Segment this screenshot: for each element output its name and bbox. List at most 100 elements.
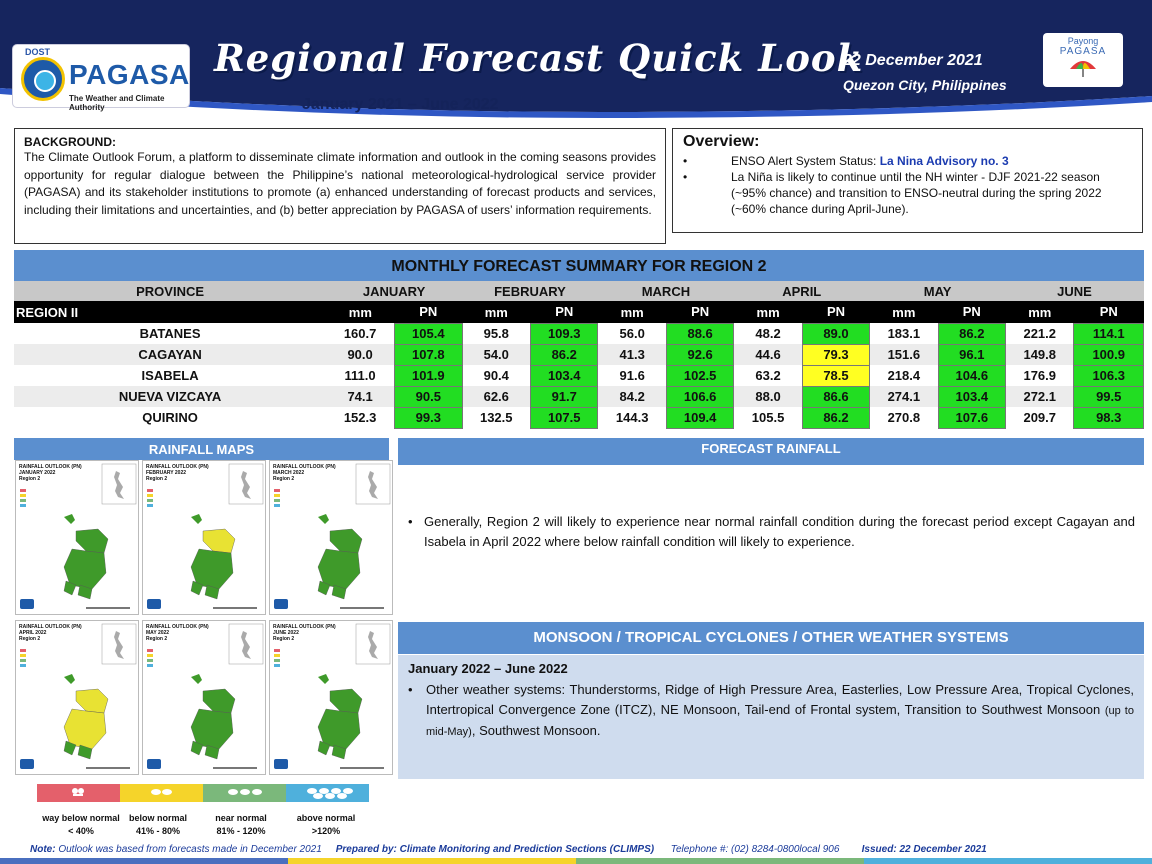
map-title-line: RAINFALL OUTLOOK (PN) [19,624,82,630]
mm-header: mm [597,301,667,323]
mm-cell: 144.3 [615,410,649,425]
forecast-rainfall-title: FORECAST RAINFALL [398,438,1144,465]
month-header: MARCH [597,281,734,301]
pn-cell: 79.3 [801,343,871,366]
issue-date: 22 December 2021 [843,52,983,69]
pn-cell: 106.3 [1073,364,1144,387]
rainfall-map-thumbnail[interactable]: RAINFALL OUTLOOK (PN) FEBRUARY 2022 Region… [142,460,266,615]
province-cell: NUEVA VIZCAYA [118,389,222,404]
map-region: Region 2 [273,636,295,642]
map-title-line: RAINFALL OUTLOOK (PN) [146,464,209,470]
weather-systems-text: • Other weather systems: Thunderstorms, R… [408,682,1134,738]
mm-cell: 62.6 [483,389,509,404]
pn-cell: 99.5 [1073,385,1144,408]
map-title-line: RAINFALL OUTLOOK (PN) [19,464,82,470]
weather-systems-box: January 2022 – June 2022 • Other weather … [398,655,1144,779]
mm-cell: 160.7 [343,326,377,341]
enso-advisory-link[interactable]: La Nina Advisory no. 3 [879,154,1009,168]
pn-cell: 88.6 [665,322,735,345]
table-row: BATANES 160.7 105.4 95.8 109.3 56.0 88.6 48.2 89… [14,322,1144,345]
rainfall-maps-title: RAINFALL MAPS [14,438,389,460]
pn-header: PN [666,301,734,323]
mm-cell: 48.2 [755,326,781,341]
footer-color-strip [0,858,1152,864]
payong-top-label: Payong [1067,36,1099,46]
rainfall-legend [37,784,369,802]
pn-cell: 91.7 [529,385,599,408]
table-row: QUIRINO 152.3 99.3 132.5 107.5 144.3 109.4 105.… [14,406,1144,429]
map-month: JANUARY 2022 [19,470,56,476]
background-title: BACKGROUND: [24,135,116,149]
mm-cell: 74.1 [347,389,373,404]
pn-header: PN [530,301,598,323]
pagasa-logo: DOST PAGASA The Weather and Climate Auth… [12,44,190,112]
map-region: Region 2 [19,636,41,642]
pn-cell: 109.3 [529,322,599,345]
mm-cell: 132.5 [479,410,513,425]
header-banner: DOST PAGASA The Weather and Climate Auth… [0,0,1152,122]
pn-cell: 86.2 [937,322,1007,345]
mm-cell: 176.9 [1023,368,1057,383]
mm-cell: 63.2 [755,368,781,383]
pn-cell: 100.9 [1073,343,1144,366]
forecast-rainfall-text: • Generally, Region 2 will likely to expe… [408,514,1135,549]
page-title: Regional Forecast Quick Look [214,36,864,80]
weather-systems-title: MONSOON / TROPICAL CYCLONES / OTHER WEAT… [398,622,1144,654]
province-cell: CAGAYAN [138,347,202,362]
legend-label-way-below: way below normal < 40% [42,813,120,836]
legend-swatch-below [120,784,203,802]
payong-pagasa-logo: Payong PAGASA [1043,33,1123,87]
rainfall-map-thumbnail[interactable]: RAINFALL OUTLOOK (PN) APRIL 2022 Region 2 [15,620,139,775]
mm-cell: 41.3 [619,347,645,362]
unit-header-row: REGION II mm PN mm PN mm PN mm PN mm PN mm PN [14,301,1144,323]
logo-name: PAGASA [69,59,190,90]
rainfall-map-thumbnail[interactable]: RAINFALL OUTLOOK (PN) MAY 2022 Region 2 [142,620,266,775]
pn-cell: 101.9 [394,364,463,387]
list-item: • La Niña is likely to continue until the… [683,170,1102,216]
mm-header: mm [326,301,395,323]
map-month: APRIL 2022 [19,630,47,636]
overview-box: Overview: • ENSO Alert System Status: La … [672,128,1143,233]
rainfall-map-thumbnail[interactable]: RAINFALL OUTLOOK (PN) JUNE 2022 Region 2 [269,620,393,775]
pn-cell: 107.5 [529,406,599,429]
footer: Note: Outlook was based from forecasts m… [30,844,987,855]
telephone: Telephone #: (02) 8284-0800local 906 [670,844,840,855]
legend-swatch-near [203,784,286,802]
mm-cell: 105.5 [751,410,785,425]
mm-header: mm [869,301,939,323]
pn-cell: 106.6 [665,385,735,408]
map-month: FEBRUARY 2022 [146,470,187,476]
region-label: REGION II [14,301,327,323]
mm-cell: 152.3 [343,410,377,425]
mm-cell: 151.6 [887,347,921,362]
rainfall-map-thumbnail[interactable]: RAINFALL OUTLOOK (PN) JANUARY 2022 Region … [15,460,139,615]
map-title-line: RAINFALL OUTLOOK (PN) [146,624,209,630]
pn-cell: 89.0 [801,322,871,345]
map-month: MAY 2022 [146,630,170,636]
pn-cell: 103.4 [937,385,1007,408]
mm-cell: 90.0 [347,347,373,362]
province-cell: ISABELA [141,368,199,383]
pn-header: PN [1073,301,1144,323]
month-header: JUNE [1005,281,1144,301]
pn-header: PN [802,301,870,323]
map-region: Region 2 [273,476,295,482]
pn-cell: 99.3 [394,406,463,429]
table-row: NUEVA VIZCAYA 74.1 90.5 62.6 91.7 84.2 106.6 88… [14,385,1144,408]
rainfall-map-thumbnail[interactable]: RAINFALL OUTLOOK (PN) MARCH 2022 Region 2 [269,460,393,615]
table-title: MONTHLY FORECAST SUMMARY FOR REGION 2 [14,250,1144,281]
list-item: • ENSO Alert System Status: La Nina Advis… [683,154,1009,168]
pn-cell: 114.1 [1073,322,1144,345]
mm-cell: 56.0 [619,326,645,341]
pn-header: PN [394,301,463,323]
month-header: JANUARY [326,281,463,301]
province-cell: BATANES [139,326,201,341]
mm-cell: 54.0 [483,347,509,362]
mm-cell: 270.8 [887,410,921,425]
umbrella-icon [1070,61,1096,77]
month-header: MAY [869,281,1006,301]
mm-cell: 44.6 [755,347,781,362]
legend-swatch-way-below [37,784,120,802]
background-text: The Climate Outlook Forum, a platform to… [24,150,656,217]
mm-header: mm [1005,301,1074,323]
